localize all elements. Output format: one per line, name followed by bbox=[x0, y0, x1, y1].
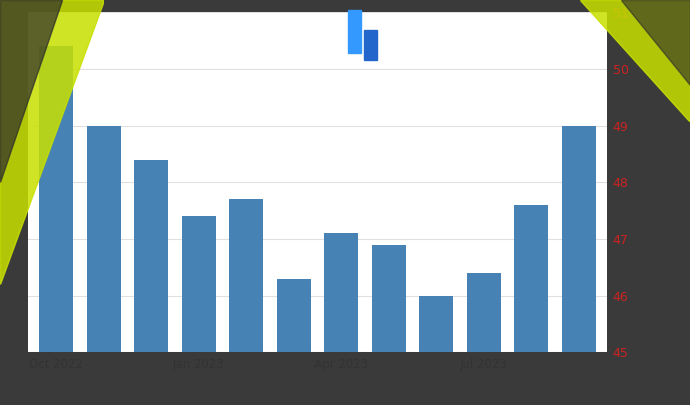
Text: Markets: Markets bbox=[386, 47, 450, 60]
Bar bbox=[364, 30, 377, 60]
Bar bbox=[324, 233, 358, 405]
Bar bbox=[181, 216, 216, 405]
Bar bbox=[562, 126, 595, 405]
Polygon shape bbox=[580, 0, 690, 122]
Bar bbox=[419, 296, 453, 405]
Bar bbox=[39, 46, 73, 405]
Bar bbox=[134, 160, 168, 405]
Bar bbox=[514, 205, 549, 405]
Polygon shape bbox=[0, 0, 62, 182]
Bar bbox=[348, 10, 361, 53]
Polygon shape bbox=[0, 0, 104, 284]
Bar bbox=[277, 279, 310, 405]
Bar bbox=[229, 199, 264, 405]
Text: Ultima: Ultima bbox=[386, 23, 437, 37]
Bar bbox=[466, 273, 501, 405]
Bar bbox=[86, 126, 121, 405]
Polygon shape bbox=[621, 0, 690, 85]
Bar bbox=[371, 245, 406, 405]
